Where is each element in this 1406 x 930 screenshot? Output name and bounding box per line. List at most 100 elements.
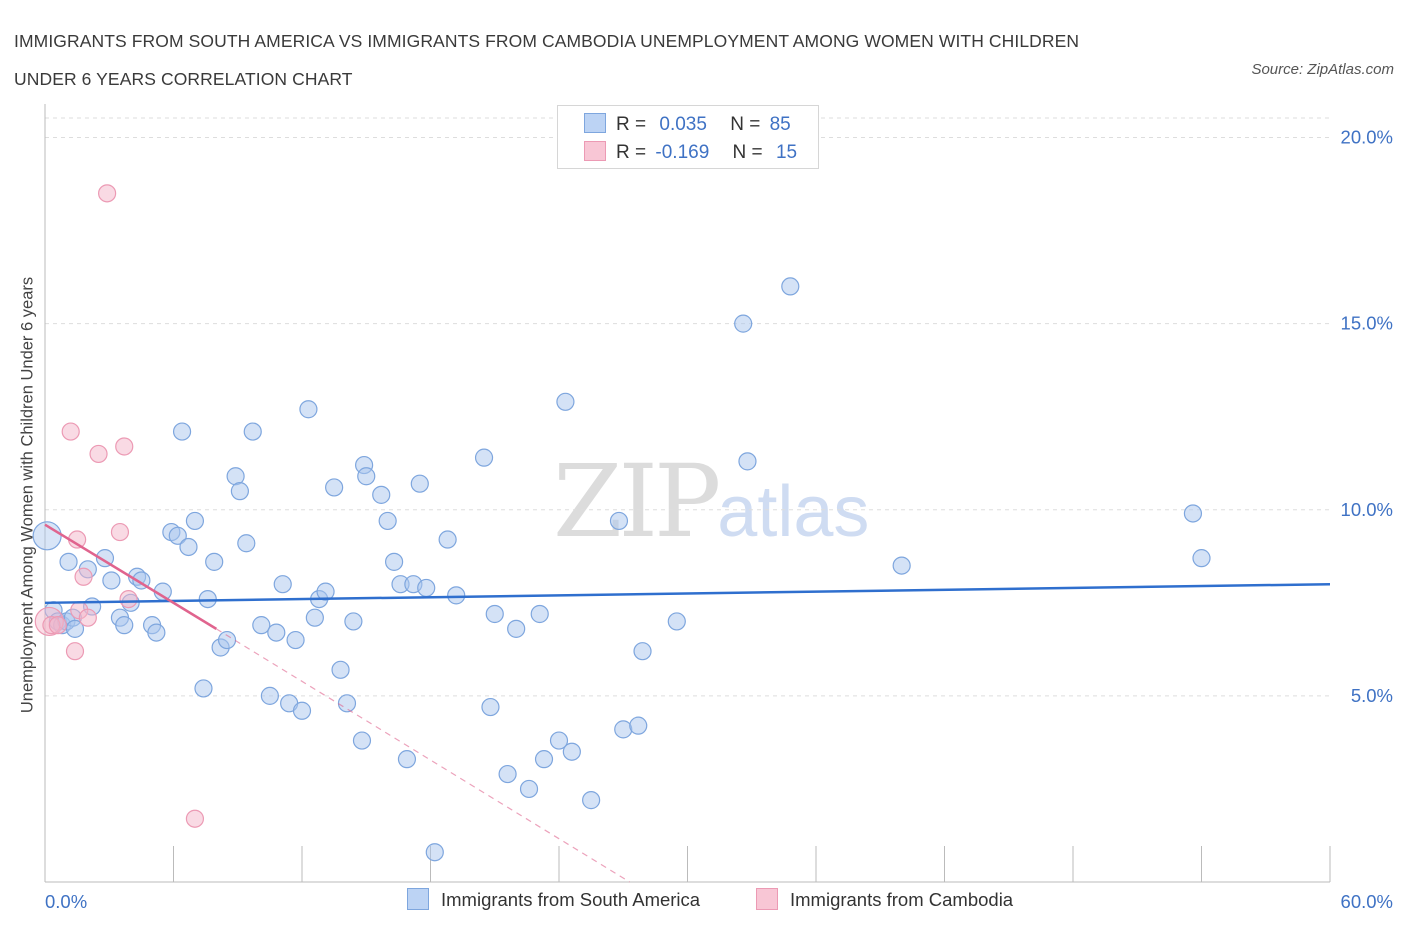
series-name-cambodia: Immigrants from Cambodia — [790, 889, 1014, 910]
data-point-south-america — [217, 630, 237, 650]
data-point-south-america — [237, 534, 256, 553]
chart-title-line-1: IMMIGRANTS FROM SOUTH AMERICA VS IMMIGRA… — [14, 31, 1080, 51]
series-legend-south-america: Immigrants from South America — [407, 888, 700, 911]
data-point-south-america — [115, 616, 134, 635]
data-point-south-america — [534, 750, 554, 769]
data-point-cambodia — [65, 642, 85, 661]
data-point-south-america — [179, 537, 198, 557]
legend-r-label: R = — [616, 114, 647, 135]
data-point-cambodia — [110, 522, 130, 542]
y-tick-label: 15.0% — [1341, 313, 1393, 334]
watermark: ZIPatlas — [553, 443, 869, 560]
data-point-south-america — [267, 623, 286, 642]
data-point-cambodia — [61, 422, 80, 441]
legend-n-label: N = — [730, 114, 761, 135]
data-point-south-america — [384, 552, 404, 571]
data-point-south-america — [734, 314, 753, 333]
data-point-south-america — [892, 556, 911, 575]
data-point-south-america — [530, 604, 549, 624]
data-point-south-america — [305, 608, 324, 627]
watermark-sub: atlas — [717, 472, 870, 552]
chart-title: IMMIGRANTS FROM SOUTH AMERICA VS IMMIGRA… — [14, 22, 1214, 98]
data-point-south-america — [629, 716, 648, 735]
data-point-south-america — [1183, 504, 1203, 523]
data-point-cambodia — [119, 589, 138, 609]
legend-swatch-cambodia — [584, 141, 606, 161]
data-point-south-america — [325, 478, 344, 497]
legend-r-label: R = — [616, 142, 647, 163]
data-point-cambodia — [98, 184, 117, 203]
data-point-south-america — [65, 619, 85, 638]
series-name-south-america: Immigrants from South America — [441, 889, 701, 910]
trend-line-cambodia — [44, 523, 217, 630]
y-axis-label: Unemployment Among Women with Children U… — [18, 276, 37, 714]
series-legend-cambodia: Immigrants from Cambodia — [756, 888, 1013, 911]
data-point-south-america — [185, 511, 205, 531]
data-point-south-america — [299, 400, 318, 419]
data-point-south-america — [147, 623, 166, 642]
source-credit: Source: ZipAtlas.com — [1251, 61, 1394, 78]
legend-row-south-america: R = 0.035 N = 85 — [584, 113, 791, 137]
data-point-south-america — [378, 511, 397, 531]
data-point-south-america — [230, 482, 249, 501]
data-point-cambodia — [115, 437, 134, 456]
legend-n-value-cambodia: 15 — [775, 142, 798, 163]
data-point-south-america — [485, 604, 504, 624]
data-point-south-america — [582, 791, 601, 810]
data-point-south-america — [316, 582, 335, 601]
data-point-south-america — [481, 697, 500, 717]
data-point-south-america — [260, 686, 279, 705]
data-point-cambodia — [74, 567, 93, 586]
trend-line-cambodia-extension — [216, 628, 630, 883]
data-point-south-america — [507, 619, 526, 638]
legend-r-value-south-america: 0.035 — [659, 114, 707, 135]
series-swatch-south-america — [407, 888, 429, 910]
data-point-south-america — [549, 731, 569, 750]
x-tick-label-max: 60.0% — [1341, 891, 1393, 912]
data-point-south-america — [194, 679, 213, 698]
data-point-south-america — [556, 392, 575, 411]
legend-n-value-south-america: 85 — [769, 114, 791, 135]
data-point-south-america — [357, 467, 376, 486]
data-point-south-america — [667, 612, 686, 631]
data-point-south-america — [344, 612, 363, 631]
legend-row-cambodia: R = -0.169 N = 15 — [584, 141, 797, 165]
data-point-south-america — [243, 422, 262, 441]
watermark-main: ZIP — [553, 443, 721, 560]
data-point-south-america — [331, 660, 350, 679]
data-point-south-america — [417, 578, 436, 598]
data-point-south-america — [102, 571, 121, 590]
x-tick-label-min: 0.0% — [45, 891, 87, 912]
data-point-south-america — [425, 843, 444, 862]
data-point-south-america — [474, 448, 494, 467]
y-tick-label: 5.0% — [1351, 685, 1393, 706]
chart-title-line-2: UNDER 6 YEARS CORRELATION CHART — [14, 69, 353, 89]
data-point-south-america — [352, 731, 372, 750]
data-point-south-america — [562, 742, 581, 761]
data-point-south-america — [273, 575, 292, 594]
data-point-south-america — [738, 452, 757, 471]
data-point-south-america — [168, 526, 187, 545]
trend-line-south-america — [44, 582, 1331, 605]
data-point-south-america — [519, 779, 539, 799]
data-point-south-america — [410, 474, 429, 493]
legend-n-label: N = — [732, 142, 763, 163]
data-point-south-america — [292, 701, 312, 720]
correlation-legend: R = 0.035 N = 85 R = -0.169 N = 15 — [557, 105, 819, 169]
y-tick-label: 20.0% — [1341, 127, 1393, 148]
data-point-south-america — [59, 552, 78, 571]
data-point-south-america — [498, 764, 517, 784]
data-point-cambodia — [78, 608, 97, 627]
legend-r-value-cambodia: -0.169 — [655, 142, 710, 163]
data-point-south-america — [438, 530, 457, 549]
series-swatch-cambodia — [756, 888, 778, 910]
data-point-south-america — [447, 586, 466, 605]
data-point-cambodia — [185, 809, 205, 828]
data-point-south-america — [614, 720, 633, 739]
data-point-south-america — [609, 511, 629, 531]
legend-swatch-south-america — [584, 113, 606, 133]
data-point-south-america — [781, 277, 800, 296]
y-tick-label: 10.0% — [1341, 499, 1393, 520]
data-point-south-america — [337, 694, 357, 713]
data-point-south-america — [198, 589, 217, 609]
